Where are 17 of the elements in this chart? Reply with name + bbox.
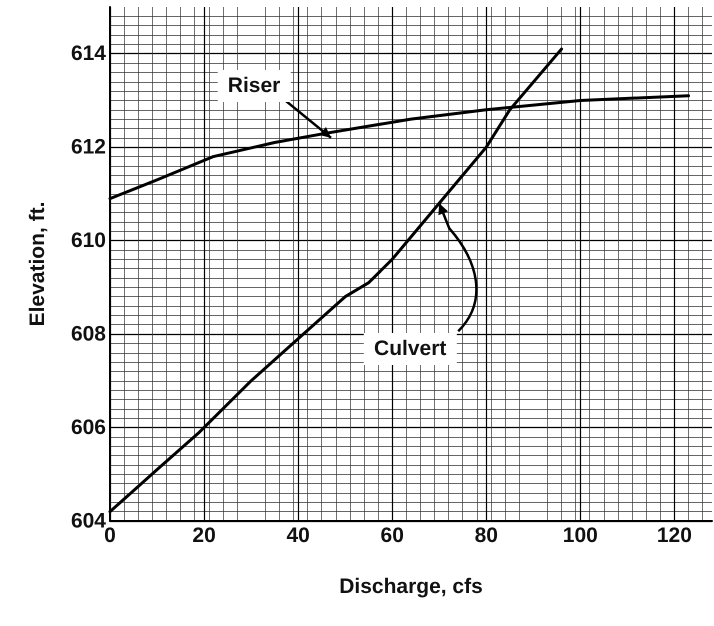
annotation: Culvert [364,333,456,366]
x-tick-label: 0 [104,524,116,547]
x-tick-label: 80 [474,524,498,547]
x-tick-label: 40 [286,524,310,547]
y-tick-label: 606 [70,416,106,440]
x-axis-title: Discharge, cfs [339,575,483,598]
x-tick-label: 60 [380,524,404,547]
y-tick-label: 604 [70,510,106,532]
y-tick-label: 612 [70,136,106,159]
annotation: Riser [218,70,290,102]
y-tick-label: 608 [70,322,106,346]
y-tick-label: 610 [70,229,106,252]
x-tick-label: 120 [656,524,692,547]
y-axis-title: Elevation, ft. [26,202,49,326]
x-tick-label: 100 [562,524,598,547]
x-tick-label: 20 [192,524,216,547]
y-tick-label: 614 [70,42,106,66]
